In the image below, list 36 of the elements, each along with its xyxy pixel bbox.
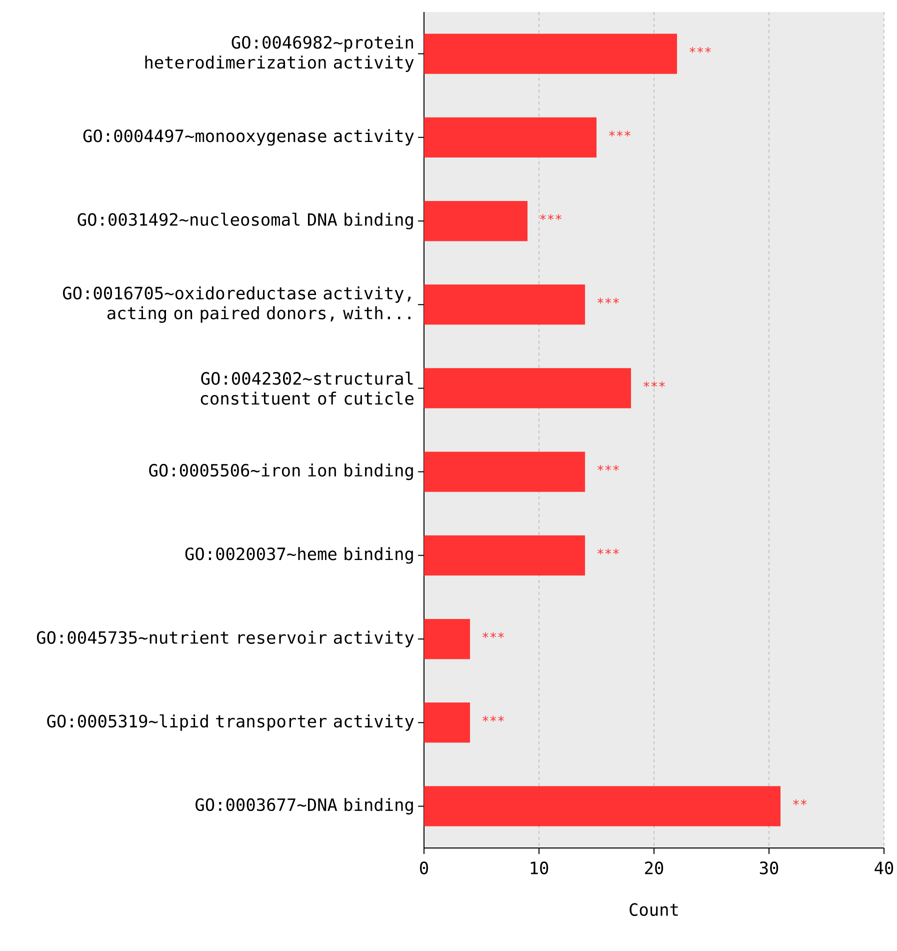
annotation: ** [793,799,807,806]
bar [424,34,678,74]
bar [424,702,470,743]
annotation: *** [609,130,630,137]
x-tick-label: 0 [420,862,428,874]
x-tick-label: 10 [530,862,548,874]
y-tick-label: GO:0005319~lipid transporter activity [47,714,414,731]
bar [424,618,470,660]
y-tick-label: GO:0005506~iron ion binding [149,464,413,480]
y-tick-label: GO:0004497~monooxygenase activity [83,129,414,146]
annotation: *** [482,632,504,638]
y-tick-label: GO:0042302~structural constituent of cuticle [200,372,414,405]
bar [424,368,632,408]
bar [424,535,586,576]
bar [424,284,586,325]
y-tick-label: GO:0003677~DNA binding [196,798,413,814]
bar [424,200,528,242]
y-tick-label: GO:0046982~protein heterodimerization activity [145,36,414,72]
y-tick-label: GO:0016705~oxidoreductase activity, acting on paired donors, with... [62,286,410,323]
bar [424,117,597,158]
x-axis-title: Count [630,903,678,916]
annotation: *** [690,47,711,53]
annotation: *** [598,298,619,304]
y-tick-label: GO:0031492~nucleosomal DNA binding [78,212,413,230]
bar [424,452,586,492]
annotation: *** [598,465,619,471]
x-tick-label: 20 [645,862,664,874]
annotation: *** [598,548,619,555]
x-tick-label: 40 [874,862,894,874]
bar [424,786,781,826]
annotation: *** [482,716,504,722]
y-tick-label: GO:0020037~heme binding [185,547,413,564]
x-tick-label: 30 [760,862,778,874]
annotation: *** [644,381,665,388]
y-tick-label: GO:0045735~nutrient reservoir activity [36,630,414,648]
annotation: *** [540,214,562,220]
